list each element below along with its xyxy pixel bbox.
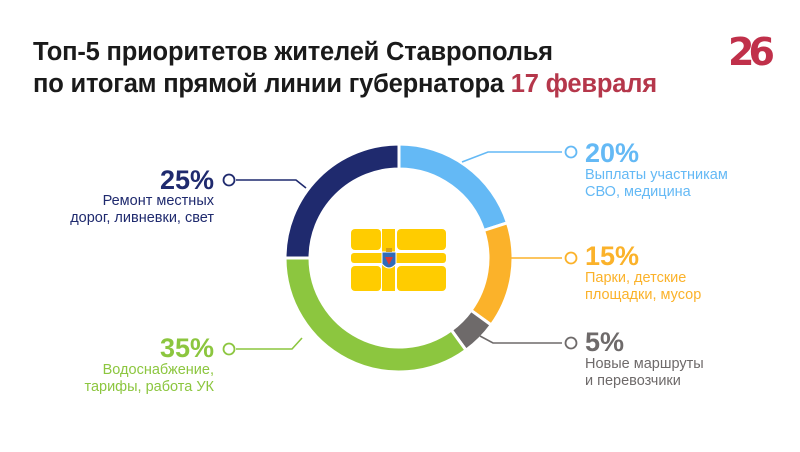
leader-parks — [506, 251, 578, 265]
leader-routes-marker — [564, 336, 578, 350]
label-desc-parks-line1: Парки, детские — [585, 270, 687, 286]
label-pct-parks: 15% — [585, 241, 640, 271]
label-desc-svo-line2: СВО, медицина — [585, 184, 691, 200]
label-pct-roads: 25% — [159, 165, 214, 195]
leader-roads — [222, 173, 307, 189]
label-desc-roads-line2: дорог, ливневки, свет — [70, 210, 214, 226]
flag-emblem-icon — [351, 229, 446, 291]
title-date: 17 февраля — [510, 70, 657, 98]
slice-parks — [468, 220, 515, 328]
leader-svo-marker — [564, 145, 578, 159]
label-pct-routes: 5% — [585, 327, 625, 357]
title-line-1: Топ-5 приоритетов жителей Ставрополья — [33, 38, 553, 66]
leader-routes — [479, 335, 578, 350]
label-desc-roads: Ремонт местных дорог, ливневки, свет — [60, 193, 214, 227]
chart-title: Топ-5 приоритетов жителей Ставрополья по… — [33, 36, 657, 100]
title-line-2-prefix: по итогам прямой линии губернатора — [33, 70, 511, 98]
label-desc-water-line1: Водоснабжение, — [102, 362, 214, 378]
label-desc-svo: Выплаты участникам СВО, медицина — [585, 167, 728, 201]
leader-water-marker — [222, 342, 236, 356]
label-desc-routes: Новые маршруты и перевозчики — [585, 356, 704, 390]
leader-svo — [461, 145, 578, 163]
label-desc-roads-line1: Ремонт местных — [102, 193, 214, 209]
label-desc-water-line2: тарифы, работа УК — [84, 379, 214, 395]
label-desc-svo-line1: Выплаты участникам — [585, 167, 728, 183]
label-desc-routes-line2: и перевозчики — [585, 373, 681, 389]
logo-26: 26 — [728, 30, 775, 74]
title-line-2: по итогам прямой линии губернатора 17 фе… — [33, 68, 657, 100]
label-desc-water: Водоснабжение, тарифы, работа УК — [40, 362, 214, 396]
label-pct-svo: 20% — [585, 138, 640, 168]
label-desc-parks-line2: площадки, мусор — [585, 287, 702, 303]
label-desc-parks: Парки, детские площадки, мусор — [585, 270, 701, 304]
leader-parks-marker — [564, 251, 578, 265]
leader-roads-marker — [222, 173, 236, 187]
leader-water — [222, 337, 303, 356]
label-desc-routes-line1: Новые маршруты — [585, 356, 704, 372]
slice-svo — [397, 142, 510, 233]
slice-roads — [283, 142, 401, 260]
label-pct-water: 35% — [159, 333, 214, 363]
